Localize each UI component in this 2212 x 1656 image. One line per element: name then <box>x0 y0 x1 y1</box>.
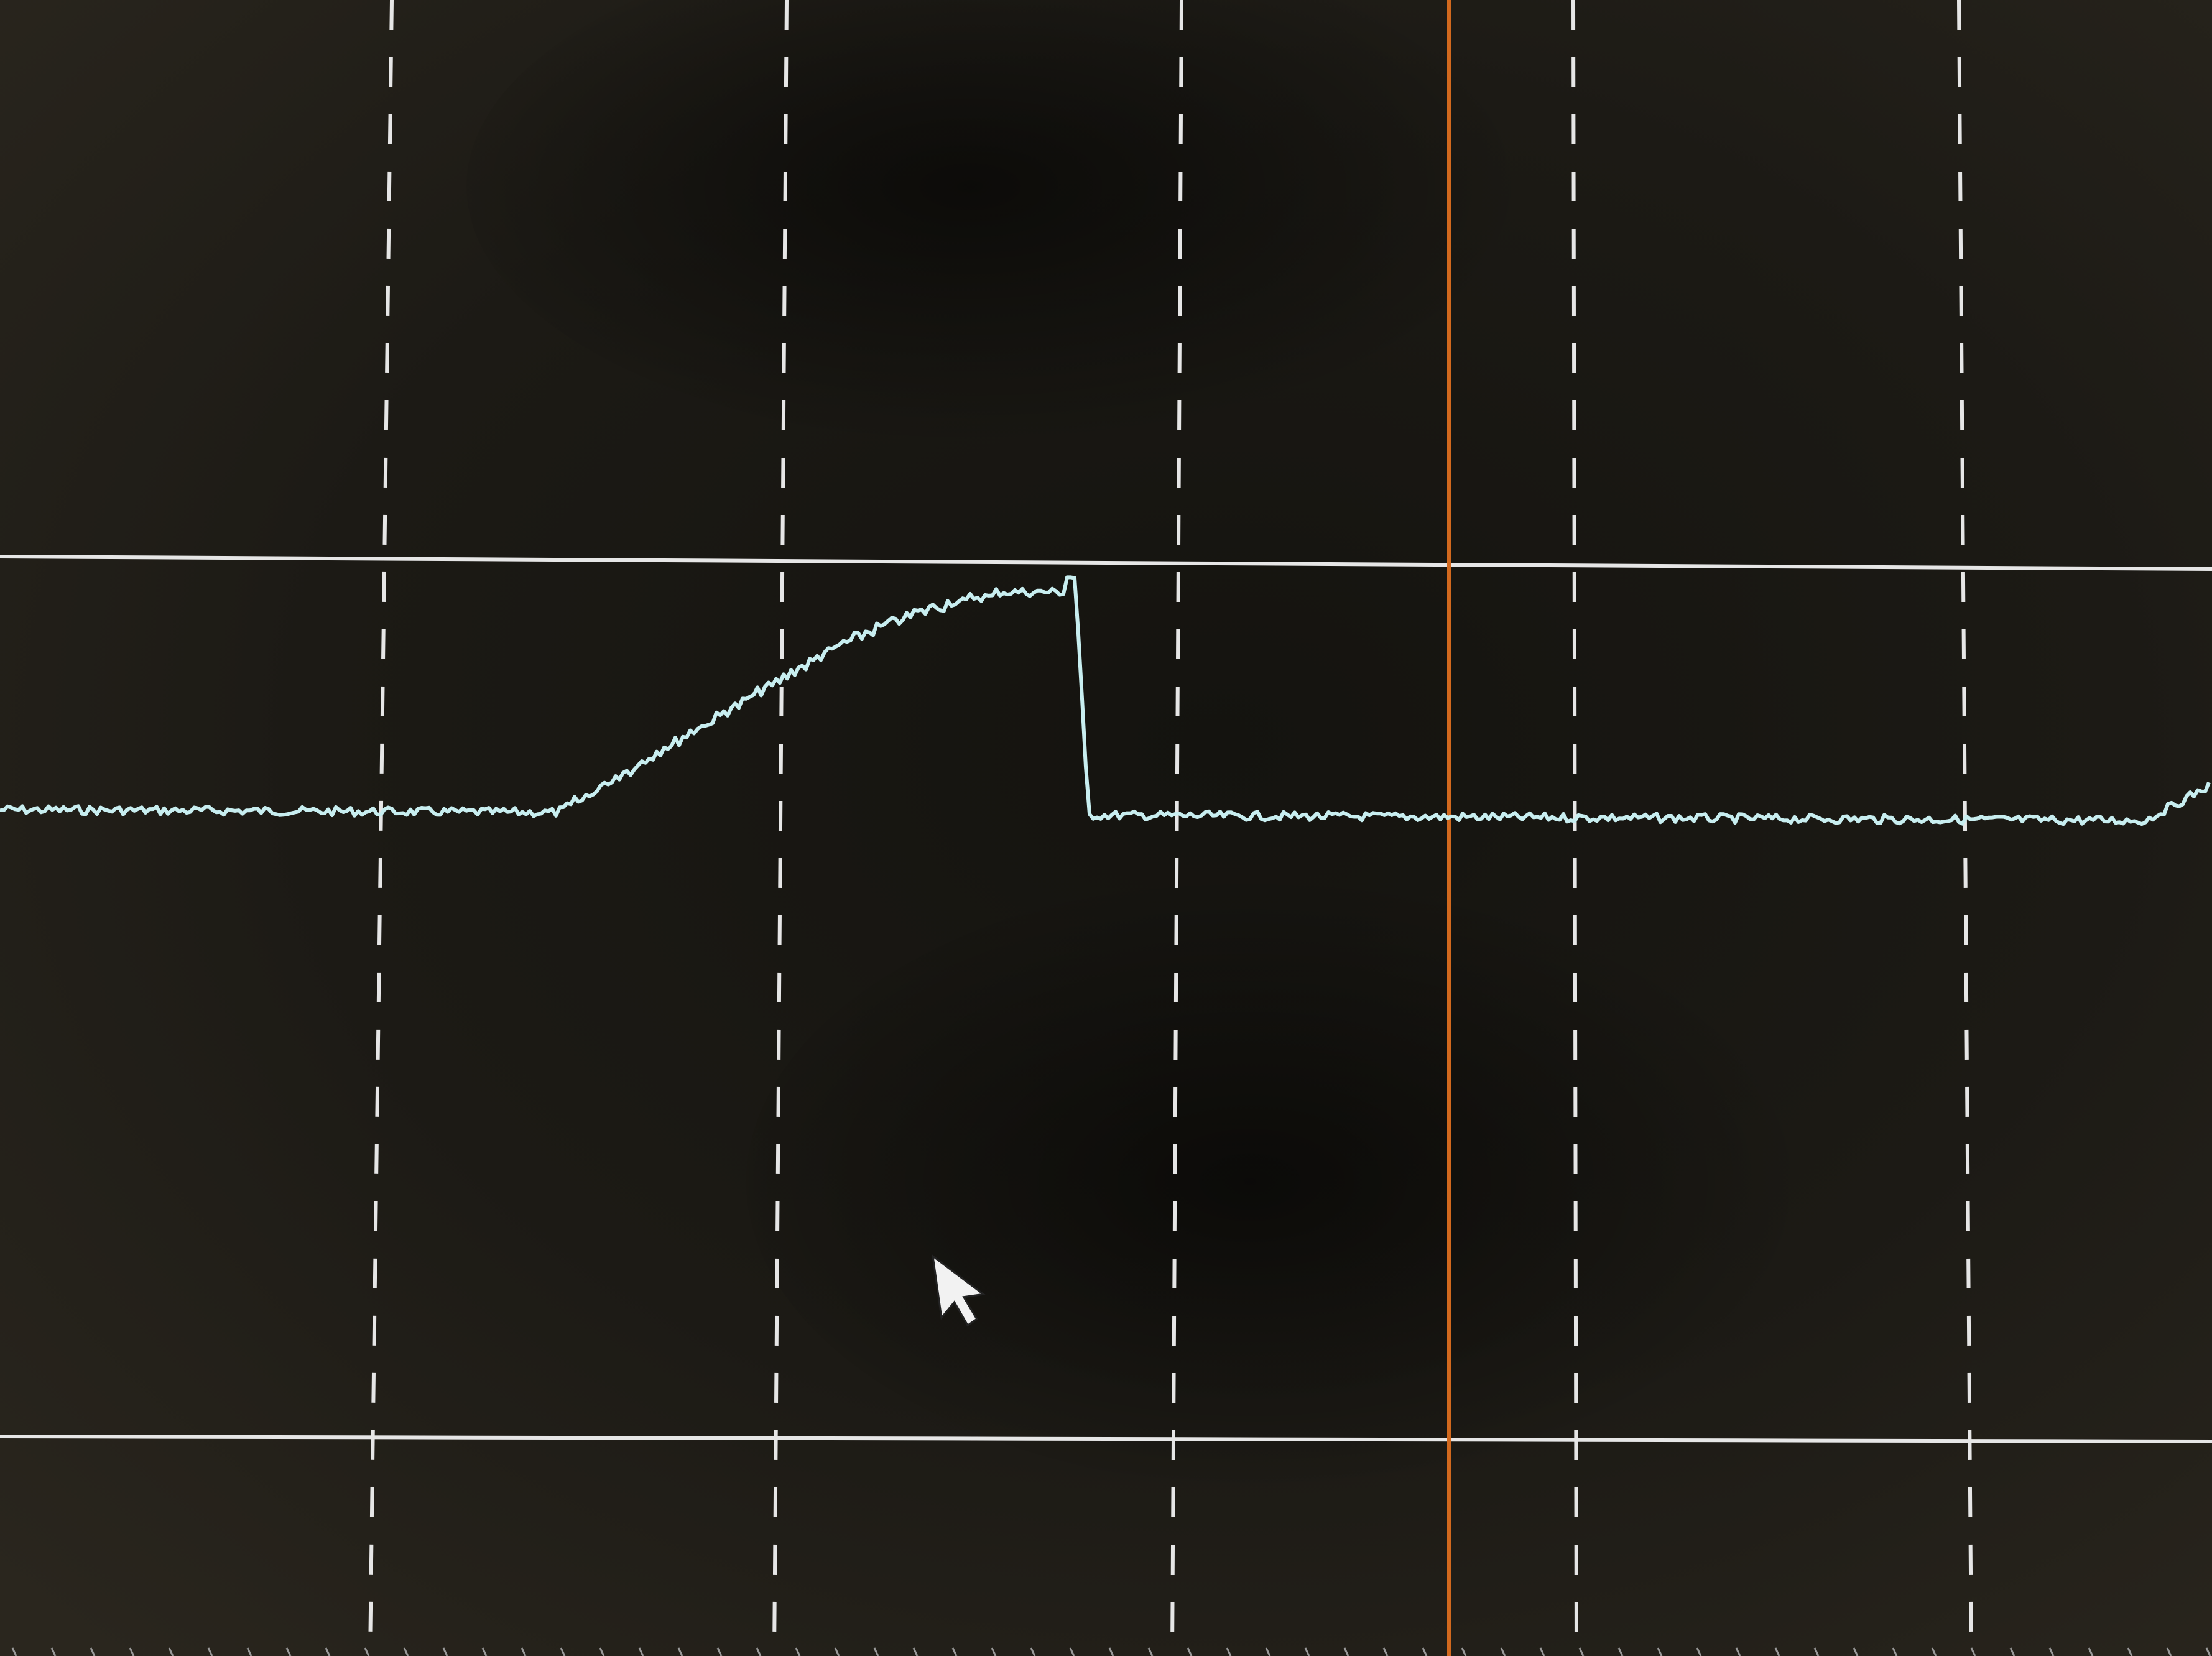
vertical-grid-line <box>1170 0 1183 1656</box>
screen-shadow <box>466 0 1586 448</box>
horizontal-reference-line <box>0 555 2212 571</box>
screen-shadow <box>746 871 1866 1492</box>
signal-trace <box>0 575 2211 826</box>
horizontal-reference-line <box>0 1435 2212 1443</box>
vertical-grid-line <box>368 0 394 1656</box>
arrow-pointer-icon <box>932 1254 986 1327</box>
bottom-edge-ticks <box>11 1647 2211 1656</box>
horizontal-reference-lines <box>0 555 2212 1443</box>
vertical-grid-lines <box>368 0 1973 1656</box>
vertical-grid-line <box>1571 0 1578 1656</box>
vertical-grid-line <box>1957 0 1973 1656</box>
vertical-grid-line <box>772 0 789 1656</box>
